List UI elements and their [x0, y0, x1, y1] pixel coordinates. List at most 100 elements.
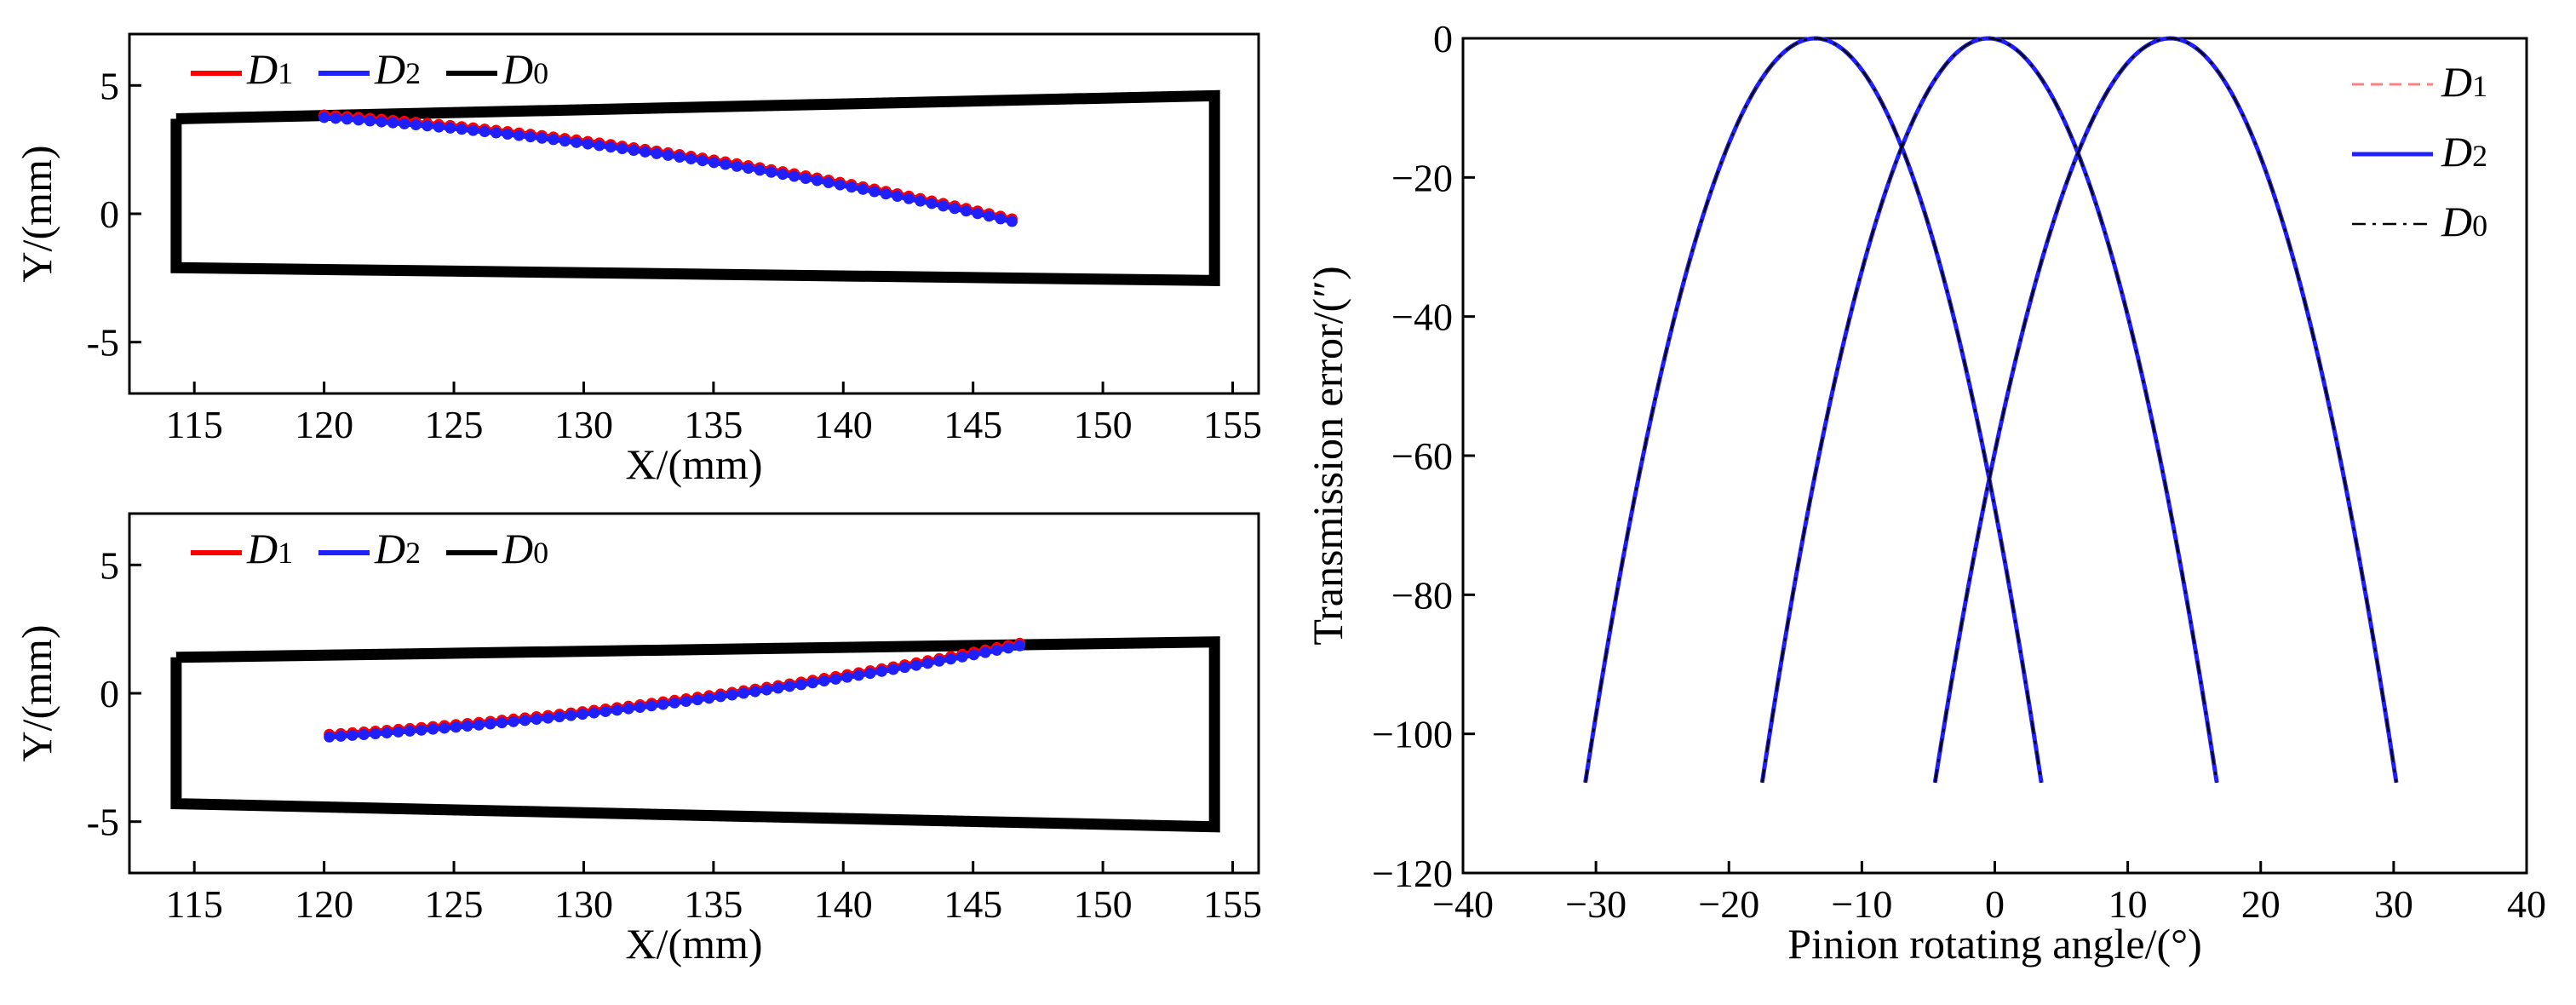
series-point-d2	[468, 124, 479, 136]
x-tick-label: 130	[554, 882, 613, 926]
series-point-d2	[864, 668, 876, 680]
series-point-d2	[806, 677, 818, 689]
series-point-d2	[944, 653, 956, 665]
series-point-d2	[427, 723, 439, 735]
y-tick-label: 0	[100, 192, 119, 236]
series-point-d2	[983, 210, 995, 222]
series-point-d2	[956, 651, 968, 663]
y-tick-label: 0	[100, 672, 119, 715]
panel-right: −40 −30 −20 −10 0 10 20 30 400−20−40−60−80−100−1…	[1304, 17, 2546, 968]
series-point-d2	[926, 198, 938, 210]
y-axis-label: Y/(mm)	[13, 624, 60, 761]
series-point-d2	[691, 694, 703, 706]
legend-label: D1	[246, 525, 293, 572]
x-axis-label: Pinion rotating angle/(°)	[1787, 920, 2202, 968]
series-point-d2	[852, 669, 864, 681]
plot-frame	[128, 32, 1260, 395]
series-point-d2	[772, 682, 784, 694]
boundary-line-d0	[170, 636, 1220, 833]
legend-label: D2	[374, 525, 421, 572]
series-point-d2	[370, 727, 382, 739]
series-point-d2	[857, 183, 869, 195]
series-point-d2	[542, 712, 554, 724]
series-point-d2	[640, 146, 651, 158]
x-axis-label: X/(mm)	[625, 440, 762, 488]
series-point-d2	[789, 170, 800, 182]
series-point-d2	[559, 135, 571, 147]
legend-label-subscript: 0	[533, 536, 548, 570]
x-tick-label: −30	[1565, 882, 1626, 926]
y-tick-label: −100	[1372, 713, 1453, 756]
x-tick-label: −10	[1831, 882, 1892, 926]
series-point-d2	[841, 671, 853, 683]
series-point-d2	[577, 709, 588, 721]
x-axis-label: X/(mm)	[625, 920, 762, 968]
series-point-d2	[812, 175, 823, 187]
y-tick-label: 5	[100, 543, 119, 587]
series-point-d2	[335, 730, 347, 742]
legend-label-subscript: 1	[278, 536, 293, 570]
series-point-d2	[892, 190, 904, 202]
series-point-d2	[628, 144, 640, 156]
series-point-d2	[898, 662, 910, 674]
y-tick-label: −40	[1391, 296, 1453, 339]
series-point-d2	[353, 114, 364, 126]
legend-label-text: D	[246, 525, 278, 572]
series-point-d2	[708, 157, 720, 169]
series-point-d2	[450, 721, 462, 733]
series-point-d2	[645, 700, 657, 712]
series-point-d2	[743, 163, 754, 175]
series-point-d2	[795, 679, 807, 691]
series-point-d2	[347, 729, 359, 741]
series-line-d2	[324, 114, 1013, 224]
x-tick-label: 125	[425, 403, 484, 446]
x-tick-label: 140	[814, 403, 873, 446]
te-curve-d0-0	[1584, 37, 2043, 784]
legend-label-subscript: 0	[533, 56, 548, 90]
legend-label-text: D	[502, 45, 533, 93]
series-point-d2	[991, 645, 1003, 657]
legend-label: D1	[2441, 58, 2487, 106]
series-point-d2	[823, 177, 835, 189]
x-tick-label: 155	[1203, 882, 1262, 926]
series-point-d2	[525, 131, 536, 143]
series-point-d2	[777, 169, 789, 181]
legend-label: D2	[374, 45, 421, 93]
series-point-d2	[703, 692, 715, 704]
legend-label-subscript: 2	[405, 56, 421, 90]
series-point-d2	[536, 132, 548, 144]
series-point-d2	[519, 715, 531, 726]
series-point-d2	[410, 119, 422, 131]
series-point-d2	[749, 686, 761, 698]
x-tick-label: 145	[944, 882, 1002, 926]
series-point-d2	[588, 707, 600, 719]
series-point-d2	[582, 138, 594, 150]
series-point-d2	[341, 113, 353, 125]
x-tick-label: 135	[684, 403, 743, 446]
series-point-d2	[404, 725, 416, 737]
series-point-d2	[462, 721, 473, 732]
series-point-d2	[829, 673, 841, 685]
series-point-d2	[439, 722, 450, 734]
legend-label-text: D	[502, 525, 533, 572]
series-point-d2	[381, 726, 393, 738]
series-point-d2	[634, 702, 646, 714]
series-point-d2	[720, 158, 731, 170]
series-point-d2	[903, 192, 915, 204]
series-point-d2	[399, 118, 410, 129]
panel-top-left: 115 120 125 130 135 140 145 150 155-505X/(mm)Y/(…	[13, 32, 1262, 488]
legend-label: D0	[502, 525, 548, 572]
series-point-d2	[496, 717, 508, 729]
x-tick-label: −40	[1432, 882, 1494, 926]
series-point-d2	[456, 123, 468, 135]
x-tick-label: 120	[295, 403, 353, 446]
legend-label-subscript: 2	[405, 536, 421, 570]
series-point-d2	[358, 728, 370, 740]
series-point-d2	[938, 200, 950, 212]
series-point-d2	[657, 698, 669, 710]
series-point-d2	[594, 140, 605, 152]
te-curve-d0-2	[1934, 37, 2398, 784]
series-point-d2	[674, 151, 686, 163]
y-tick-label: −120	[1372, 852, 1453, 895]
